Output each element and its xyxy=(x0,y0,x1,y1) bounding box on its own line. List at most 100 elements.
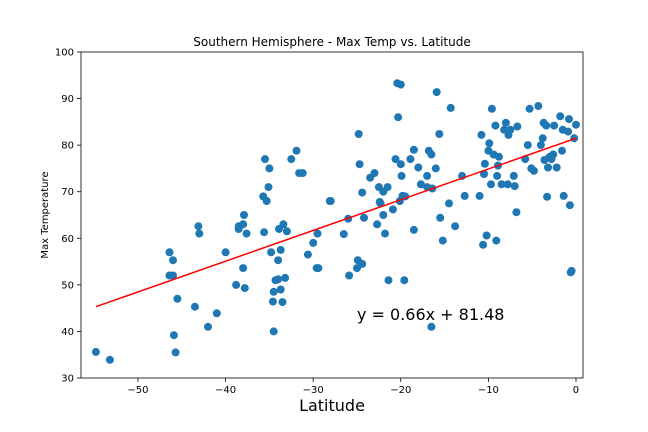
data-point xyxy=(487,180,495,189)
data-point xyxy=(503,180,512,189)
data-point xyxy=(292,146,301,155)
data-point xyxy=(431,164,440,173)
data-point xyxy=(268,297,277,306)
data-point xyxy=(264,183,273,192)
data-point xyxy=(550,121,559,130)
data-point xyxy=(267,248,276,257)
y-tick-label: 30 xyxy=(61,374,74,385)
data-point xyxy=(313,229,322,238)
data-point xyxy=(287,155,296,164)
data-point xyxy=(485,139,494,148)
data-point xyxy=(409,145,418,154)
data-point xyxy=(394,113,403,122)
data-point xyxy=(358,188,367,197)
data-point xyxy=(298,169,307,178)
data-point xyxy=(276,285,285,294)
data-point xyxy=(169,331,178,340)
data-point xyxy=(510,182,519,191)
data-point xyxy=(274,275,283,284)
data-point xyxy=(212,309,221,318)
data-point xyxy=(427,322,436,331)
data-point xyxy=(171,348,180,357)
data-point xyxy=(105,355,114,364)
data-point xyxy=(383,183,392,192)
data-point xyxy=(281,273,290,282)
regression-line-layer xyxy=(95,137,577,308)
data-point xyxy=(506,125,515,134)
x-tick-label: −10 xyxy=(478,385,499,396)
data-point xyxy=(406,155,415,164)
data-point xyxy=(261,155,269,164)
data-point xyxy=(260,228,269,237)
data-point xyxy=(534,102,543,110)
data-point xyxy=(282,227,291,236)
data-point xyxy=(314,264,323,273)
y-tick-label: 50 xyxy=(61,280,74,291)
chart-title: Southern Hemisphere - Max Temp vs. Latit… xyxy=(193,35,471,49)
data-point xyxy=(538,134,547,143)
data-point xyxy=(416,180,425,189)
data-point xyxy=(239,264,248,273)
data-point xyxy=(564,127,573,136)
data-point xyxy=(232,280,241,289)
data-point xyxy=(544,163,552,172)
data-point xyxy=(204,322,212,331)
data-point xyxy=(360,213,368,222)
data-point xyxy=(436,213,445,222)
data-point xyxy=(381,229,389,238)
data-point xyxy=(194,222,203,231)
data-point xyxy=(91,347,100,356)
data-point xyxy=(165,248,174,257)
data-point xyxy=(355,160,364,169)
data-point xyxy=(491,121,500,130)
data-point xyxy=(493,171,502,180)
y-tick-label: 80 xyxy=(61,141,74,152)
data-point xyxy=(559,191,568,200)
data-point xyxy=(278,298,287,307)
data-point xyxy=(242,229,251,238)
x-tick-label: −30 xyxy=(303,385,324,396)
data-point xyxy=(326,197,335,205)
data-point xyxy=(269,287,278,296)
x-tick-label: −50 xyxy=(127,385,148,396)
data-point xyxy=(274,256,283,265)
data-point xyxy=(279,220,288,229)
data-point xyxy=(173,294,182,303)
data-point xyxy=(567,266,576,275)
data-point xyxy=(451,222,460,231)
x-tick-label: 0 xyxy=(573,385,579,396)
data-point xyxy=(460,191,469,200)
data-point xyxy=(396,160,405,169)
data-point xyxy=(397,171,406,180)
data-point xyxy=(379,211,388,219)
data-point xyxy=(542,121,551,130)
x-tick-label: −40 xyxy=(215,385,236,396)
data-point xyxy=(525,104,534,113)
data-point xyxy=(427,150,436,159)
data-point xyxy=(512,208,521,217)
data-point xyxy=(240,211,248,219)
data-point xyxy=(572,120,580,129)
data-point xyxy=(190,302,199,311)
data-point xyxy=(169,256,177,265)
data-point xyxy=(446,103,455,112)
data-points xyxy=(91,79,580,364)
data-point xyxy=(221,248,230,257)
regression-equation: y = 0.66x + 81.48 xyxy=(357,305,505,324)
data-point xyxy=(262,197,271,205)
data-point xyxy=(373,220,382,229)
data-point xyxy=(552,163,561,172)
data-point xyxy=(400,276,409,285)
data-point xyxy=(480,159,489,168)
y-tick-label: 100 xyxy=(55,48,74,59)
data-point xyxy=(536,141,545,150)
y-tick-label: 90 xyxy=(61,94,74,105)
data-point xyxy=(388,205,397,214)
data-point xyxy=(276,245,285,254)
data-point xyxy=(494,152,503,161)
data-point xyxy=(384,276,393,285)
data-point xyxy=(487,104,496,113)
data-point xyxy=(513,122,522,131)
data-point xyxy=(432,88,441,97)
